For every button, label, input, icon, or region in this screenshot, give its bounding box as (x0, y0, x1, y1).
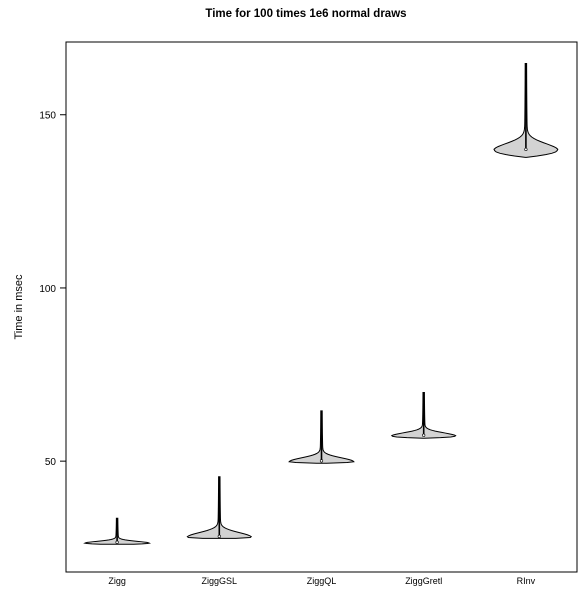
violin-zigggsl (186, 476, 253, 539)
violin-median-point (422, 433, 426, 437)
violin-median-point (115, 540, 119, 544)
violin-rinv (493, 62, 559, 158)
y-axis-label: Time in msec (13, 274, 25, 339)
violin-ziggql (288, 410, 355, 464)
x-axis: Zigg ZiggGSL ZiggQL ZiggGretl RInv (108, 576, 535, 586)
x-tick-label: Zigg (108, 576, 126, 586)
violin-series (83, 62, 559, 545)
violin-zigggretl (390, 392, 457, 439)
x-tick-label: ZiggQL (307, 576, 337, 586)
x-tick-label: RInv (517, 576, 536, 586)
violin-median-point (217, 534, 221, 538)
chart-title: Time for 100 times 1e6 normal draws (205, 8, 406, 20)
x-tick-label: ZiggGretl (405, 576, 442, 586)
x-tick-label: ZiggGSL (202, 576, 238, 586)
y-tick-label: 50 (45, 457, 57, 468)
plot-area-frame (65, 41, 578, 573)
y-tick-label: 150 (39, 111, 56, 122)
violin-median-point (319, 459, 324, 463)
y-axis: 50 100 150 (39, 111, 66, 468)
violin-median-point (524, 147, 528, 152)
violin-zigg (83, 517, 152, 545)
y-tick-label: 100 (39, 284, 56, 295)
